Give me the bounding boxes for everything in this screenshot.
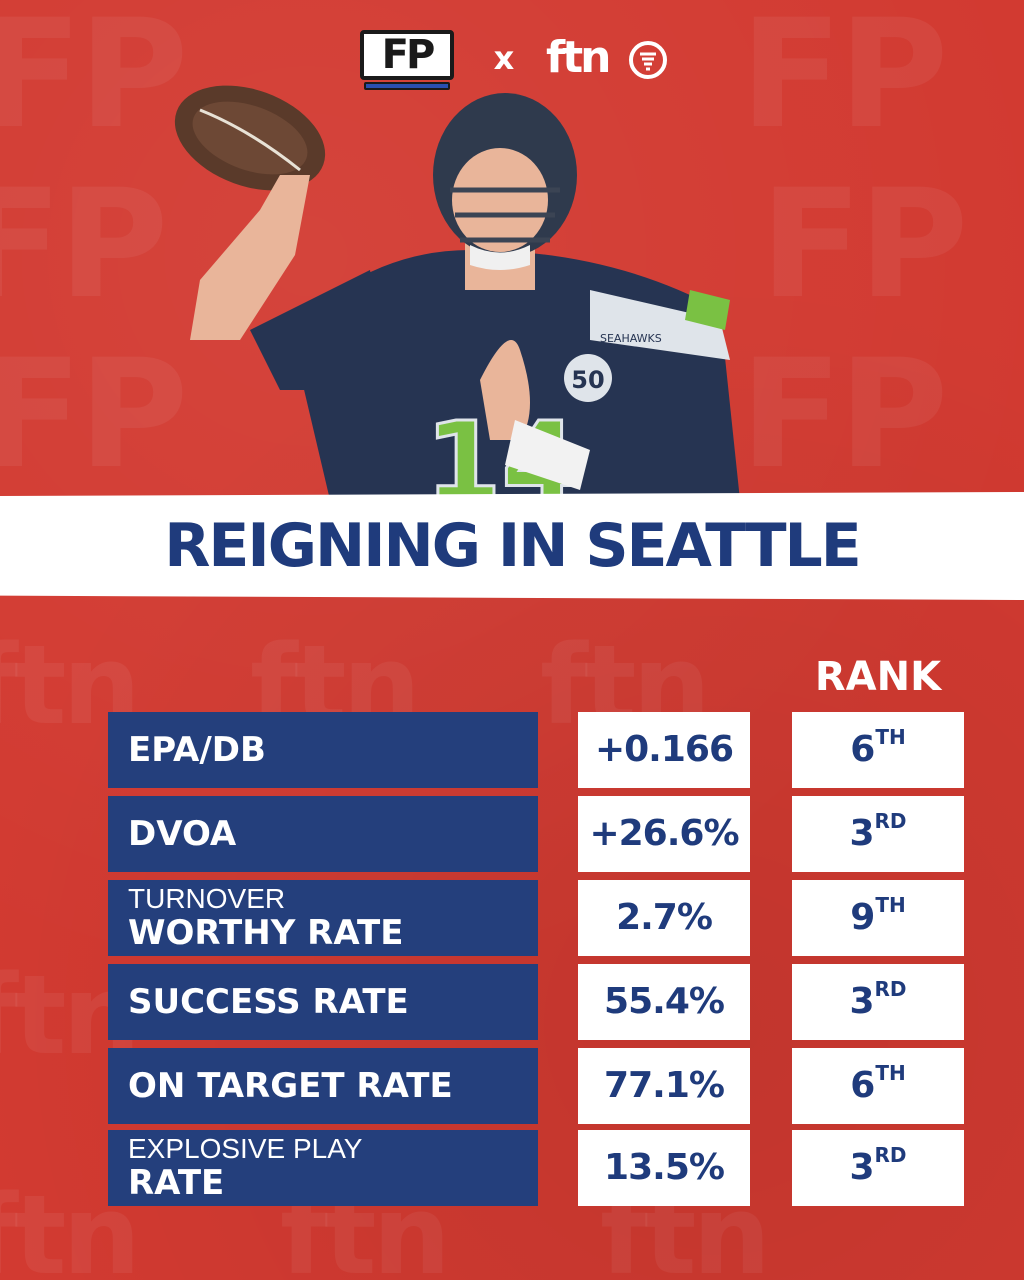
rank-number: 3 xyxy=(849,981,875,1022)
metric-label: SUCCESS RATE xyxy=(108,964,538,1040)
fp-watermark-logo: FP xyxy=(740,340,948,490)
ftn-logo-text: ftn xyxy=(546,32,611,83)
page-title: REIGNING IN SEATTLE xyxy=(164,511,862,581)
metric-rank: 3RD xyxy=(792,964,964,1040)
metric-rank: 3RD xyxy=(792,1130,964,1206)
metric-name-prefix: EXPLOSIVE PLAY xyxy=(128,1133,363,1164)
metric-name: SUCCESS RATE xyxy=(128,982,409,1022)
fp-watermark-logo: FP xyxy=(0,0,188,150)
metric-name: WORTHY RATE xyxy=(128,913,404,953)
rank-suffix: TH xyxy=(875,725,906,749)
fp-watermark-logo: FP xyxy=(0,170,168,320)
rank-suffix: RD xyxy=(874,977,907,1001)
metric-rank: 6TH xyxy=(792,712,964,788)
metric-value: +0.166 xyxy=(578,712,750,788)
metric-rank: 3RD xyxy=(792,796,964,872)
fp-watermark-logo: FP xyxy=(760,170,968,320)
stat-row: SUCCESS RATE 55.4% 3RD xyxy=(0,964,1024,1040)
metric-name: DVOA xyxy=(128,814,237,854)
rank-suffix: RD xyxy=(874,1143,907,1167)
rank-column-header: RANK xyxy=(814,654,942,700)
anniversary-patch: 50 xyxy=(571,366,604,394)
fp-watermark-logo: FP xyxy=(740,0,948,150)
fp-logo-stripe xyxy=(364,82,450,90)
rank-number: 3 xyxy=(849,1147,875,1188)
rank-number: 3 xyxy=(849,813,875,854)
metric-rank: 9TH xyxy=(792,880,964,956)
metric-rank: 6TH xyxy=(792,1048,964,1124)
football-icon xyxy=(629,41,667,79)
rank-number: 6 xyxy=(850,1065,876,1106)
fp-logo-text: FP xyxy=(360,30,454,80)
metric-name-prefix: TURNOVER xyxy=(128,883,286,914)
header-logos: FP x ftn xyxy=(0,28,1024,92)
collab-x: x xyxy=(493,39,515,77)
rank-suffix: TH xyxy=(875,893,906,917)
stat-row: TURNOVER WORTHY RATE 2.7% 9TH xyxy=(0,880,1024,956)
stat-row: ON TARGET RATE 77.1% 6TH xyxy=(0,1048,1024,1124)
stat-row: EPA/DB +0.166 6TH xyxy=(0,712,1024,788)
rank-number: 6 xyxy=(850,729,876,770)
metric-value: 77.1% xyxy=(578,1048,750,1124)
metric-label: EXPLOSIVE PLAY RATE xyxy=(108,1130,538,1206)
football-icon xyxy=(174,85,326,191)
metric-name: ON TARGET RATE xyxy=(128,1066,453,1106)
player-photo: SEAHAWKS 14 50 xyxy=(174,85,740,500)
metric-value: +26.6% xyxy=(578,796,750,872)
metric-label: EPA/DB xyxy=(108,712,538,788)
metric-label: ON TARGET RATE xyxy=(108,1048,538,1124)
rank-number: 9 xyxy=(850,897,876,938)
metric-value: 55.4% xyxy=(578,964,750,1040)
rank-suffix: RD xyxy=(874,809,907,833)
metric-value: 2.7% xyxy=(578,880,750,956)
metric-label: TURNOVER WORTHY RATE xyxy=(108,880,538,956)
rank-suffix: TH xyxy=(875,1061,906,1085)
metric-value: 13.5% xyxy=(578,1130,750,1206)
jersey-wordmark: SEAHAWKS xyxy=(600,332,662,345)
title-banner xyxy=(0,492,1024,600)
metric-name: RATE xyxy=(128,1163,225,1203)
stat-row: EXPLOSIVE PLAY RATE 13.5% 3RD xyxy=(0,1130,1024,1206)
stat-row: DVOA +26.6% 3RD xyxy=(0,796,1024,872)
metric-name: EPA/DB xyxy=(128,730,266,770)
metric-label: DVOA xyxy=(108,796,538,872)
fp-watermark-logo: FP xyxy=(0,340,188,490)
fp-logo: FP xyxy=(360,30,454,90)
ftn-logo: ftn xyxy=(546,30,668,90)
